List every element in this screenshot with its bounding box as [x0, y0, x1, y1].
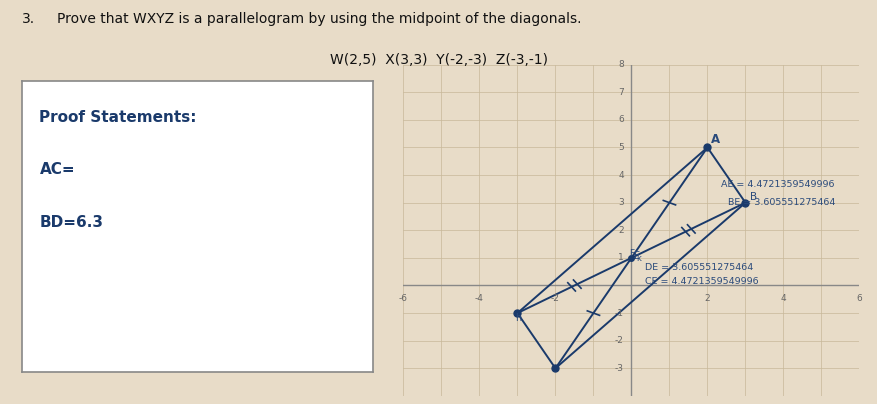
Text: E: E — [634, 251, 640, 261]
Text: BD=6.3: BD=6.3 — [39, 215, 103, 229]
Text: -3: -3 — [615, 364, 624, 373]
Text: AE = 4.4721359549996: AE = 4.4721359549996 — [721, 181, 834, 189]
Text: 4: 4 — [781, 294, 787, 303]
Text: 6: 6 — [857, 294, 862, 303]
Text: 6: 6 — [618, 116, 624, 124]
Text: AC=: AC= — [39, 162, 75, 177]
Text: 5: 5 — [618, 143, 624, 152]
Text: F: F — [630, 249, 635, 258]
Text: BE = 3.605551275464: BE = 3.605551275464 — [729, 198, 836, 207]
Text: -2: -2 — [615, 336, 624, 345]
Text: -2: -2 — [551, 294, 560, 303]
Text: 2: 2 — [618, 226, 624, 235]
Text: Proof Statements:: Proof Statements: — [39, 110, 197, 125]
Text: -1: -1 — [615, 309, 624, 318]
Text: -6: -6 — [399, 294, 408, 303]
Text: 8: 8 — [618, 60, 624, 69]
Text: A: A — [711, 133, 720, 146]
Text: W(2,5)  X(3,3)  Y(-2,-3)  Z(-3,-1): W(2,5) X(3,3) Y(-2,-3) Z(-3,-1) — [330, 53, 547, 67]
Text: 4: 4 — [618, 170, 624, 179]
Text: 3.: 3. — [22, 12, 35, 26]
Text: k: k — [636, 254, 641, 263]
Text: 2: 2 — [704, 294, 710, 303]
Text: DE = 3.605551275464: DE = 3.605551275464 — [645, 263, 753, 272]
Text: 7: 7 — [618, 88, 624, 97]
Text: CE = 4.4721359549996: CE = 4.4721359549996 — [645, 277, 759, 286]
Text: 3: 3 — [618, 198, 624, 207]
Text: 1: 1 — [618, 253, 624, 262]
Text: -4: -4 — [475, 294, 484, 303]
Text: h: h — [516, 314, 522, 323]
Text: Prove that WXYZ is a parallelogram by using the midpoint of the diagonals.: Prove that WXYZ is a parallelogram by us… — [57, 12, 581, 26]
Text: B: B — [750, 192, 757, 202]
